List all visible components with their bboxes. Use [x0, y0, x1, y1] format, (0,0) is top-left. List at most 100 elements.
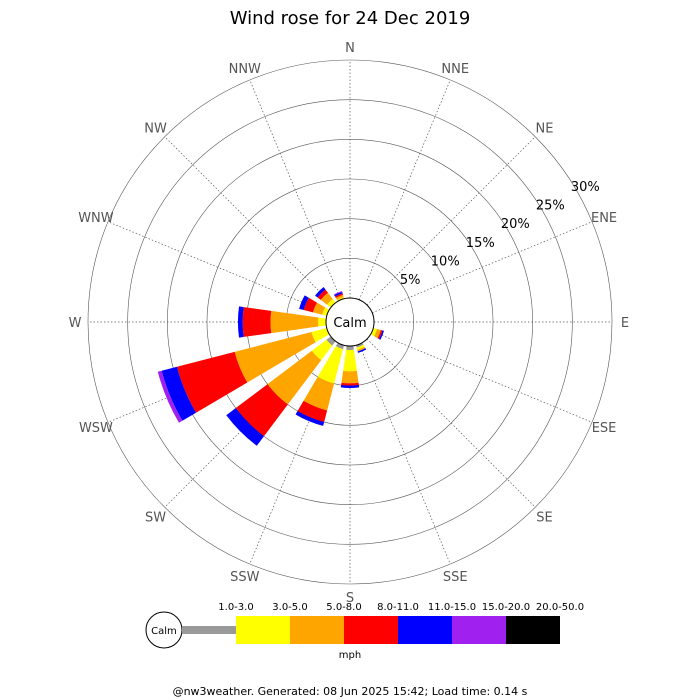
direction-labels: N NNE NE ENE E ESE SE SSE S SSW SW WSW W WNW NW NNW: [69, 41, 630, 606]
bar-sw-bin-2: [267, 350, 322, 405]
bar-sse-bin-1: [356, 344, 365, 350]
calm-circle: Calm: [325, 297, 375, 347]
grid-spoke: [358, 344, 451, 565]
bar-nw-bin-3: [317, 289, 328, 300]
bar-wsw-bin-3: [176, 351, 248, 413]
bar-nnw-bin-4: [334, 291, 343, 297]
legend-swatch-6: [506, 616, 560, 644]
bar-nnw-bin-2: [335, 294, 344, 300]
bar-nnw-bin-5: [333, 291, 343, 296]
grid-spoke: [372, 221, 593, 314]
chart-bars: [157, 286, 384, 446]
bar-sse-bin-2: [357, 346, 366, 352]
bar-ssw-bin-1: [317, 346, 343, 384]
grid-spoke: [358, 79, 451, 300]
bar-ssw-bin-2: [303, 376, 335, 411]
bar-wnw-bin-3: [303, 297, 318, 313]
radial-tick-label: 25%: [536, 199, 565, 214]
bar-ese-bin-2: [374, 329, 381, 339]
legend-calm-label: Calm: [151, 626, 177, 637]
radial-tick-label: 10%: [431, 254, 460, 269]
bar-s-bin-2: [341, 370, 359, 384]
radial-tick-labels: 5% 10% 15% 20% 25% 30%: [400, 180, 600, 288]
bar-sw-bin-4: [226, 408, 264, 446]
bar-s-bin-0: [346, 345, 354, 350]
bar-sw-bin-3: [235, 384, 288, 437]
grid-ring: [127, 99, 573, 545]
bar-w-bin-1: [318, 317, 327, 327]
direction-label-ssw: SSW: [230, 570, 260, 585]
direction-label-ese: ESE: [592, 421, 617, 436]
legend-swatch-1: [236, 616, 290, 644]
bar-sw-bin-0: [326, 336, 336, 346]
bar-ese-bin-1: [370, 328, 378, 337]
legend-label-5: 15.0-20.0: [482, 602, 530, 613]
bar-ese-bin-4: [378, 330, 384, 340]
direction-label-e: E: [621, 316, 629, 331]
legend-swatch-5: [452, 616, 506, 644]
direction-label-nnw: NNW: [229, 62, 261, 77]
chart-title: Wind rose for 24 Dec 2019: [230, 8, 471, 29]
legend: Calm 1.0-3.0 3.0-5.0 5.0-8.0 8.0-11.0 11.0-1…: [145, 602, 584, 661]
bar-w-bin-2: [270, 310, 319, 334]
calm-label: Calm: [333, 316, 366, 331]
bar-sw-bin-1: [311, 339, 333, 361]
bar-ssw-bin-3: [297, 400, 328, 423]
radial-tick-label: 5%: [400, 273, 421, 288]
bar-wsw-bin-1: [311, 328, 330, 343]
direction-label-w: W: [69, 316, 82, 331]
direction-label-sw: SW: [145, 510, 166, 525]
bar-sse-bin-0: [356, 342, 364, 348]
bar-wsw-bin-2: [234, 331, 316, 383]
bar-sse-bin-4: [357, 348, 367, 353]
bar-wnw-bin-2: [312, 302, 326, 315]
grid-spoke: [366, 338, 536, 508]
bar-wsw-bin-4: [161, 366, 197, 421]
bar-w-bin-4: [237, 306, 244, 338]
radial-tick-label: 20%: [501, 217, 530, 232]
bar-s-bin-3: [341, 382, 359, 386]
bar-ese-bin-3: [377, 329, 383, 340]
grid-spoke: [164, 136, 334, 306]
bar-s-bin-4: [340, 385, 360, 389]
grid-ring: [87, 59, 613, 585]
radial-tick-label: 30%: [571, 180, 600, 195]
bar-wsw-bin-5: [157, 370, 183, 423]
legend-label-6: 20.0-50.0: [536, 602, 584, 613]
grid-spoke: [107, 221, 328, 314]
legend-label-3: 8.0-11.0: [377, 602, 419, 613]
direction-label-nw: NW: [144, 122, 167, 137]
bar-nw-bin-4: [314, 286, 326, 298]
legend-swatch-0: [182, 626, 236, 634]
legend-label-0: 1.0-3.0: [218, 602, 253, 613]
legend-swatch-4: [398, 616, 452, 644]
direction-label-wsw: WSW: [79, 421, 113, 436]
bar-ssw-bin-4: [295, 411, 325, 426]
bar-nw-bin-1: [327, 299, 336, 308]
direction-label-se: SE: [536, 510, 552, 525]
bar-nw-bin-2: [320, 292, 333, 305]
grid-spoke: [366, 136, 536, 306]
legend-swatch-3: [344, 616, 398, 644]
legend-label-2: 5.0-8.0: [326, 602, 361, 613]
radial-tick-label: 15%: [466, 236, 495, 251]
direction-label-nne: NNE: [441, 62, 469, 77]
direction-label-ene: ENE: [591, 211, 617, 226]
bar-wnw-bin-4: [299, 295, 309, 311]
grid-spoke: [372, 330, 593, 423]
legend-label-4: 11.0-15.0: [428, 602, 476, 613]
bar-nnw-bin-3: [335, 293, 343, 298]
legend-swatch-2: [290, 616, 344, 644]
bar-s-bin-1: [343, 349, 357, 372]
bar-wnw-bin-1: [322, 307, 330, 316]
direction-label-ne: NE: [535, 122, 553, 137]
bar-w-bin-3: [242, 307, 272, 337]
direction-label-wnw: WNW: [78, 211, 114, 226]
legend-unit-label: mph: [339, 650, 361, 661]
footer-text: @nw3weather. Generated: 08 Jun 2025 15:4…: [173, 685, 528, 698]
bar-ssw-bin-0: [335, 342, 344, 350]
grid-spoke: [249, 79, 342, 300]
direction-label-s: S: [346, 591, 354, 606]
direction-label-n: N: [345, 41, 355, 56]
